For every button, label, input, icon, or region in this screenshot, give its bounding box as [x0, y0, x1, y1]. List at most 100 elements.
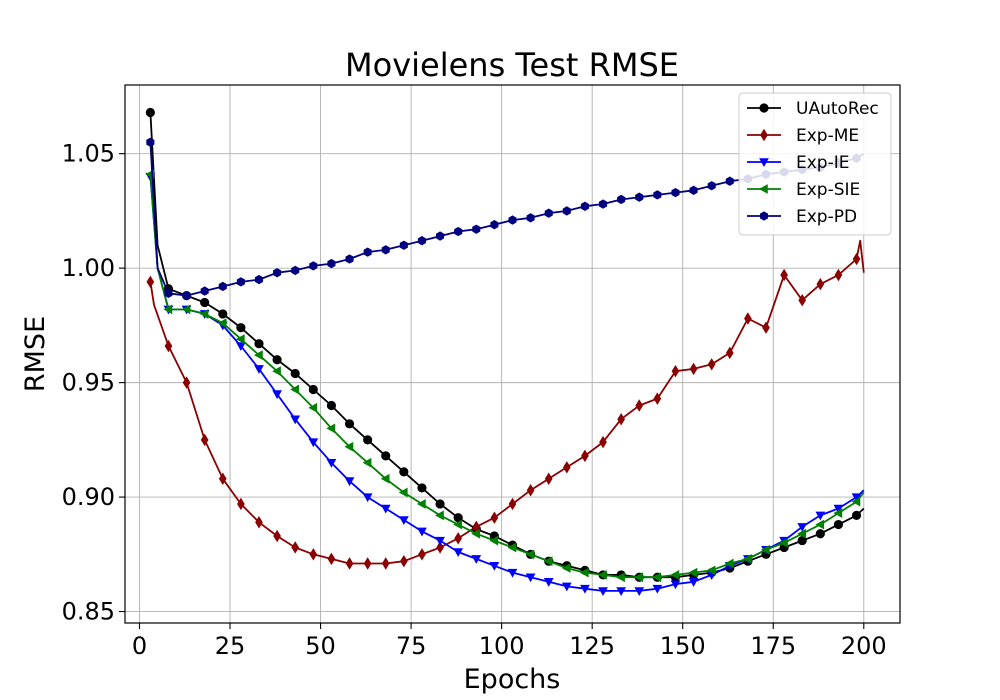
y-tick-label: 0.90 [62, 483, 115, 511]
data-point-exp-ie [290, 415, 301, 425]
data-point-uautorec [200, 297, 210, 308]
data-point-exp-me [327, 552, 336, 566]
data-point-exp-me [762, 321, 770, 334]
data-point-exp-ie [489, 562, 500, 571]
data-point-uautorec [344, 419, 355, 429]
data-point-exp-pd [146, 137, 155, 147]
data-point-exp-ie [616, 587, 627, 596]
data-point-uautorec [815, 529, 825, 539]
data-point-exp-me [309, 548, 318, 561]
data-point-exp-sie [380, 473, 390, 484]
data-point-exp-sie [272, 366, 281, 377]
data-point-uautorec [254, 339, 264, 349]
legend-item-uautorec: UAutoRec [747, 99, 879, 119]
data-point-exp-ie [344, 477, 355, 487]
data-point-exp-sie [435, 510, 444, 521]
data-point-exp-sie [634, 572, 644, 583]
data-point-exp-sie [779, 537, 788, 548]
data-point-exp-me [562, 461, 571, 474]
x-tick-label: 50 [305, 632, 336, 660]
data-point-exp-sie [471, 528, 481, 539]
x-tick-label: 100 [479, 632, 525, 660]
legend-label: Exp-ME [796, 126, 859, 146]
legend-label: Exp-IE [796, 153, 849, 173]
y-tick-label: 1.00 [62, 254, 115, 282]
legend-label: Exp-PD [796, 207, 857, 227]
data-point-exp-me [400, 554, 408, 568]
data-point-exp-me [816, 277, 825, 291]
legend-item-exp-me: Exp-ME [747, 126, 859, 146]
data-point-exp-me [635, 399, 644, 412]
data-point-exp-me [200, 433, 209, 447]
legend-box [738, 92, 892, 236]
legend-item-exp-sie: Exp-SIE [747, 180, 860, 200]
data-point-exp-pd [254, 274, 264, 285]
data-point-exp-sie [833, 508, 843, 518]
data-point-exp-ie [652, 584, 663, 594]
data-point-exp-ie [380, 504, 391, 514]
data-point-exp-me [544, 472, 553, 485]
data-point-exp-sie [815, 519, 825, 530]
legend-label: Exp-SIE [796, 180, 860, 200]
data-point-exp-sie [598, 570, 607, 580]
plot-frame [124, 84, 901, 624]
data-point-exp-me [725, 346, 734, 360]
data-point-exp-me [671, 364, 680, 378]
data-point-exp-me [689, 362, 698, 376]
data-point-exp-ie [507, 568, 518, 578]
data-point-exp-ie [362, 493, 373, 503]
chart-title: Movielens Test RMSE [345, 46, 679, 84]
data-point-exp-me [291, 541, 300, 554]
data-point-exp-sie [525, 549, 535, 560]
data-point-exp-sie [235, 334, 245, 344]
data-point-exp-ie [670, 580, 681, 590]
data-point-exp-sie [453, 519, 462, 530]
data-point-exp-ie [272, 390, 282, 400]
data-point-exp-sie [724, 558, 734, 569]
data-point-exp-me [490, 511, 499, 524]
data-point-exp-pd [599, 199, 608, 209]
data-point-exp-pd [472, 224, 481, 234]
data-point-exp-pd [544, 208, 553, 218]
axis-ticks: 0 25 50 75 100 125 150 175 200 0.85 0.90 0.95 1.00 1.… [62, 140, 887, 660]
data-point-exp-pd [200, 286, 209, 296]
legend-label: UAutoRec [796, 99, 879, 119]
data-point-exp-pd [454, 226, 463, 237]
data-point-exp-sie [308, 402, 318, 413]
data-point-uautorec [435, 499, 445, 509]
data-point-exp-ie [598, 587, 608, 596]
data-point-exp-sie [344, 441, 354, 452]
y-tick-label: 0.85 [62, 598, 115, 626]
data-point-exp-me [707, 358, 716, 371]
data-point-exp-pd [562, 206, 571, 216]
data-point-exp-me [581, 449, 589, 463]
data-point-exp-ie [417, 527, 427, 537]
data-point-exp-pd [327, 258, 336, 269]
data-point-exp-pd [526, 213, 535, 223]
y-tick-label: 0.95 [62, 369, 115, 397]
data-point-exp-sie [253, 350, 263, 361]
data-point-exp-pd [580, 201, 589, 211]
legend-marker [759, 211, 769, 221]
data-point-exp-sie [543, 556, 553, 567]
data-point-exp-ie [815, 511, 826, 521]
data-point-exp-me [237, 497, 245, 511]
data-point-exp-pd [291, 265, 300, 276]
data-point-exp-me [381, 557, 390, 570]
data-point-exp-sie [579, 567, 589, 578]
data-point-uautorec [833, 519, 844, 530]
data-point-exp-sie [760, 544, 770, 555]
data-point-exp-pd [689, 185, 698, 195]
legend-marker [760, 128, 768, 142]
x-tick-label: 25 [215, 632, 246, 660]
data-point-exp-ie [525, 573, 536, 583]
data-point-exp-ie [851, 493, 862, 503]
data-point-exp-pd [417, 236, 426, 246]
data-point-exp-sie [670, 570, 680, 580]
data-point-exp-sie [181, 304, 191, 315]
data-point-uautorec [145, 107, 155, 118]
data-point-exp-ie [471, 555, 482, 564]
data-point-exp-sie [489, 535, 499, 546]
data-point-exp-ie [398, 516, 409, 526]
